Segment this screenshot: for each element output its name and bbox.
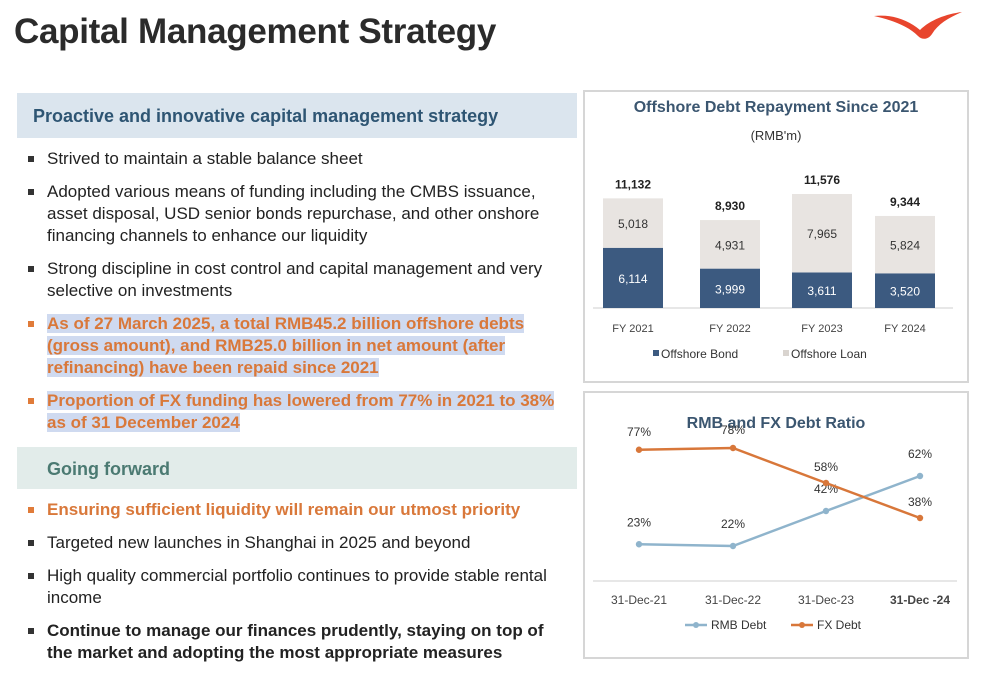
- data-point: [823, 480, 829, 486]
- series-line-rmb-debt: [639, 476, 920, 546]
- list-item: As of 27 March 2025, a total RMB45.2 bil…: [28, 313, 568, 379]
- bullet-square-icon: [28, 189, 34, 195]
- bar-chart-svg: 6,114 5,018 11,132 FY 2021 3,999 4,931 8,930 FY…: [585, 92, 967, 381]
- total-value-label: 9,344: [890, 195, 920, 209]
- bullet-square-icon: [28, 540, 34, 546]
- bullet-text: As of 27 March 2025, a total RMB45.2 bil…: [47, 314, 524, 377]
- going-forward-bullet-list: Ensuring sufficient liquidity will remai…: [28, 499, 568, 664]
- x-tick-label: 31-Dec-21: [611, 593, 667, 607]
- list-item: Ensuring sufficient liquidity will remai…: [28, 499, 568, 521]
- data-point: [636, 541, 642, 547]
- data-point: [917, 473, 923, 479]
- x-tick-label: FY 2024: [884, 323, 925, 335]
- x-tick-label: 31-Dec-22: [705, 593, 761, 607]
- loan-value-label: 5,824: [890, 239, 920, 253]
- bird-logo-icon: [872, 10, 964, 44]
- bullet-text: Continue to manage our finances prudentl…: [47, 621, 543, 662]
- data-label: 23%: [627, 515, 651, 529]
- bond-value-label: 3,999: [715, 282, 745, 296]
- data-point: [917, 515, 923, 521]
- list-item: Strong discipline in cost control and ca…: [28, 258, 568, 302]
- legend-label-loan: Offshore Loan: [791, 347, 867, 361]
- page-title: Capital Management Strategy: [14, 12, 496, 52]
- data-label: 22%: [721, 517, 745, 531]
- bullet-square-icon: [28, 507, 34, 513]
- legend-swatch-loan: [783, 350, 789, 356]
- bullet-square-icon: [28, 573, 34, 579]
- x-tick-label: 31-Dec -24: [890, 593, 950, 607]
- total-value-label: 11,576: [804, 173, 840, 187]
- list-item: Strived to maintain a stable balance she…: [28, 148, 568, 170]
- data-label: 38%: [908, 495, 932, 509]
- x-tick-label: FY 2021: [612, 323, 653, 335]
- loan-value-label: 4,931: [715, 238, 745, 252]
- debt-ratio-chart-panel: RMB and FX Debt Ratio 23% 22% 42% 62% 77% 78%…: [583, 391, 969, 659]
- data-point: [730, 445, 736, 451]
- x-tick-label: 31-Dec-23: [798, 593, 854, 607]
- line-chart-svg: 23% 22%42%62%77% 78%58%38%31-Dec-21 31-Dec-…: [585, 393, 967, 657]
- total-value-label: 11,132: [615, 177, 651, 191]
- data-point: [823, 508, 829, 514]
- bullet-text: Adopted various means of funding includi…: [47, 182, 539, 245]
- list-item: Proportion of FX funding has lowered fro…: [28, 390, 568, 434]
- legend-label-fx: FX Debt: [817, 618, 862, 632]
- bullet-text: Targeted new launches in Shanghai in 202…: [47, 533, 470, 552]
- data-label: 78%: [721, 423, 745, 437]
- data-label: 77%: [627, 425, 651, 439]
- list-item: High quality commercial portfolio contin…: [28, 565, 568, 609]
- loan-value-label: 7,965: [807, 227, 837, 241]
- list-item: Targeted new launches in Shanghai in 202…: [28, 532, 568, 554]
- legend-marker-rmb: [693, 622, 699, 628]
- section-going-forward-header: Going forward: [17, 447, 577, 489]
- data-point: [636, 447, 642, 453]
- section-strategy-header: Proactive and innovative capital managem…: [17, 93, 577, 138]
- bullet-text: High quality commercial portfolio contin…: [47, 566, 547, 607]
- bullet-text: Strived to maintain a stable balance she…: [47, 149, 363, 168]
- bond-value-label: 6,114: [618, 272, 647, 286]
- data-label: 62%: [908, 447, 932, 461]
- bullet-text: Ensuring sufficient liquidity will remai…: [47, 500, 520, 519]
- bullet-square-icon: [28, 321, 34, 327]
- bullet-square-icon: [28, 398, 34, 404]
- data-point: [730, 543, 736, 549]
- bond-value-label: 3,611: [807, 284, 836, 298]
- series-line-fx-debt: [639, 448, 920, 518]
- data-label: 58%: [814, 460, 838, 474]
- list-item: Continue to manage our finances prudentl…: [28, 620, 568, 664]
- total-value-label: 8,930: [715, 199, 745, 213]
- legend-label-bond: Offshore Bond: [661, 347, 738, 361]
- bond-value-label: 3,520: [890, 285, 920, 299]
- offshore-debt-chart-panel: Offshore Debt Repayment Since 2021 (RMB'…: [583, 90, 969, 383]
- list-item: Adopted various means of funding includi…: [28, 181, 568, 247]
- bullet-square-icon: [28, 156, 34, 162]
- bullet-square-icon: [28, 266, 34, 272]
- bullet-square-icon: [28, 628, 34, 634]
- x-tick-label: FY 2023: [801, 323, 842, 335]
- x-tick-label: FY 2022: [709, 323, 750, 335]
- strategy-bullet-list: Strived to maintain a stable balance she…: [28, 148, 568, 434]
- legend-marker-fx: [799, 622, 805, 628]
- legend-swatch-bond: [653, 350, 659, 356]
- legend-label-rmb: RMB Debt: [711, 618, 767, 632]
- bullet-text: Strong discipline in cost control and ca…: [47, 259, 542, 300]
- loan-value-label: 5,018: [618, 217, 648, 231]
- bullet-text: Proportion of FX funding has lowered fro…: [47, 391, 554, 432]
